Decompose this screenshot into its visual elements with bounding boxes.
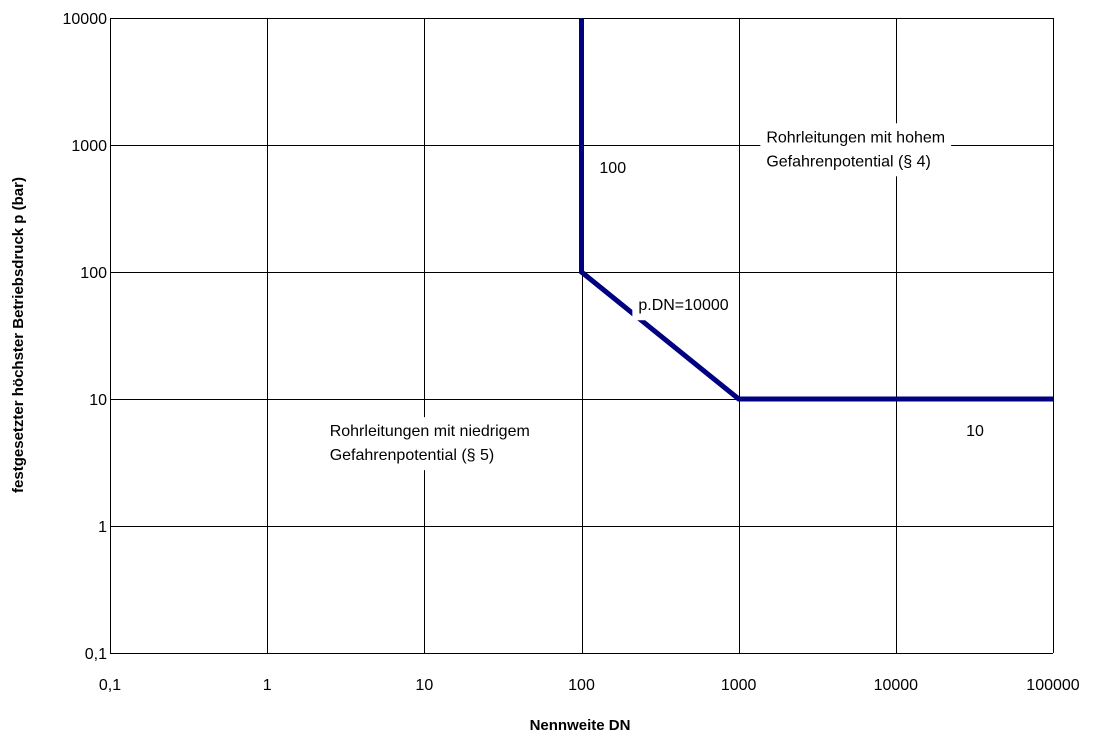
annotation-background bbox=[593, 154, 633, 184]
series-layer bbox=[579, 18, 1053, 402]
series-line bbox=[579, 18, 1053, 402]
annotation-background bbox=[323, 417, 536, 471]
x-axis-title: Nennweite DN bbox=[530, 717, 631, 734]
annotation: Rohrleitungen mit niedrigem Gefahrenpoten… bbox=[323, 417, 536, 471]
annotation: 100 bbox=[593, 154, 633, 184]
x-tick-label: 0,1 bbox=[99, 677, 121, 694]
annotation: 10 bbox=[960, 417, 991, 447]
y-tick-label: 10 bbox=[89, 392, 107, 409]
annotation-text: Gefahrenpotential (§ 5) bbox=[330, 447, 495, 464]
y-tick-labels: 0,1 1 10 100 1000 10000 bbox=[63, 11, 108, 663]
y-axis-title: festgesetzter höchster Betriebsdruck p (… bbox=[10, 177, 27, 493]
x-tick-label: 1 bbox=[263, 677, 272, 694]
y-tick-label: 1000 bbox=[71, 138, 107, 155]
annotation: p.DN=10000 bbox=[632, 291, 735, 321]
x-tick-label: 100 bbox=[568, 677, 595, 694]
x-tick-label: 100000 bbox=[1026, 677, 1079, 694]
annotation-text: Rohrleitungen mit hohem bbox=[766, 129, 945, 146]
x-tick-label: 10000 bbox=[874, 677, 919, 694]
annotation-background bbox=[960, 417, 991, 447]
y-tick-label: 100 bbox=[80, 265, 107, 282]
x-tick-label: 1000 bbox=[721, 677, 757, 694]
annotation-text: Gefahrenpotential (§ 4) bbox=[766, 153, 931, 170]
y-tick-label: 10000 bbox=[63, 11, 108, 28]
annotation-background bbox=[632, 291, 735, 321]
annotation-text: 100 bbox=[599, 160, 626, 177]
annotation-text: Rohrleitungen mit niedrigem bbox=[330, 423, 530, 440]
annotation-text: p.DN=10000 bbox=[638, 297, 728, 314]
annotation-text: 10 bbox=[966, 423, 984, 440]
annotations: 100 p.DN=10000 10 Rohrleitungen mit hohem Ge… bbox=[323, 123, 991, 471]
y-tick-label: 0,1 bbox=[85, 646, 107, 663]
x-tick-label: 10 bbox=[415, 677, 433, 694]
annotation-background bbox=[760, 123, 952, 177]
annotation: Rohrleitungen mit hohem Gefahrenpotential… bbox=[760, 123, 952, 177]
y-tick-label: 1 bbox=[98, 519, 107, 536]
x-tick-labels: 0,1 1 10 100 1000 10000 100000 bbox=[99, 677, 1080, 694]
